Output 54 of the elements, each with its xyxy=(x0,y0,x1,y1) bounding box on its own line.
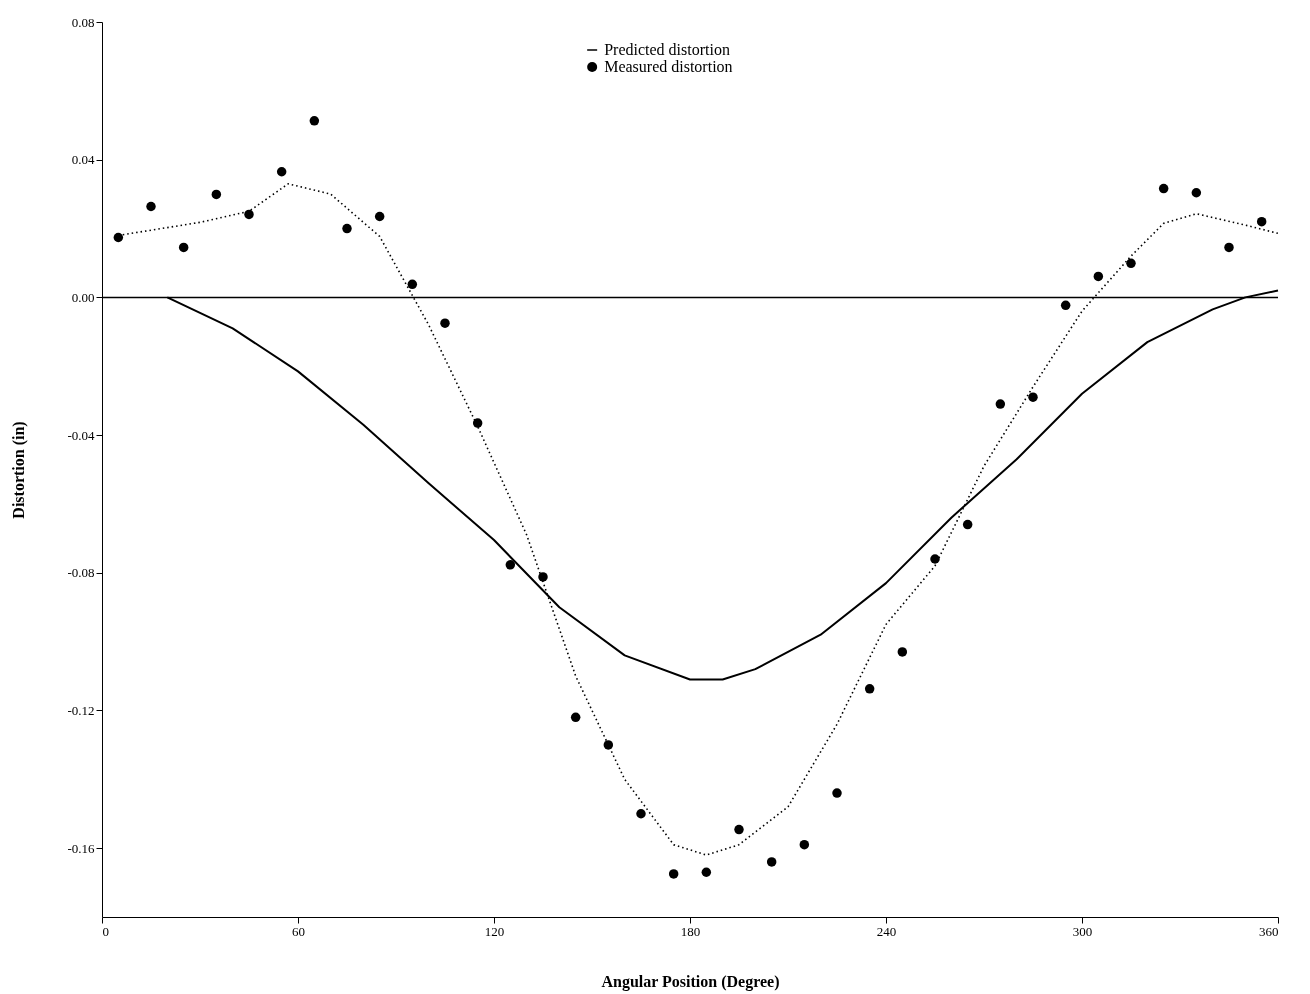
point xyxy=(1093,271,1104,282)
y-axis-title: Distortion (in) xyxy=(10,421,29,519)
y-tick-label: -0.08 xyxy=(67,565,95,581)
point xyxy=(309,116,320,126)
point xyxy=(407,279,418,290)
point xyxy=(146,201,156,212)
point xyxy=(1060,300,1071,311)
point xyxy=(799,839,810,850)
x-tick-label: 180 xyxy=(680,923,701,939)
y-tick-label: -0.12 xyxy=(67,702,95,718)
point xyxy=(440,318,450,328)
point xyxy=(1126,258,1136,269)
point xyxy=(930,554,940,564)
point xyxy=(472,418,483,428)
point xyxy=(1256,216,1267,227)
point xyxy=(897,647,908,657)
point xyxy=(1158,183,1169,194)
x-axis-title: Angular Position (Degree) xyxy=(601,972,780,991)
point xyxy=(244,209,254,220)
y-tick-label: 0.00 xyxy=(71,289,95,305)
point xyxy=(211,189,222,200)
point xyxy=(668,869,679,879)
point xyxy=(734,824,744,835)
point xyxy=(766,857,777,867)
point xyxy=(276,167,287,177)
point xyxy=(342,223,352,234)
x-tick-label: 120 xyxy=(484,923,505,939)
legend-label: Measured distortion xyxy=(604,58,733,75)
point xyxy=(505,560,516,570)
legend-label: Predicted distortion xyxy=(604,41,730,58)
x-tick-label: 60 xyxy=(292,923,305,939)
x-tick-label: 240 xyxy=(876,923,897,939)
point xyxy=(113,232,124,243)
point xyxy=(832,788,842,798)
point xyxy=(538,572,548,582)
x-tick-label: 300 xyxy=(1072,923,1093,939)
x-tick-label: 360 xyxy=(1259,923,1279,939)
point xyxy=(995,399,1006,409)
point xyxy=(1191,188,1202,198)
point xyxy=(603,740,614,750)
point xyxy=(1224,242,1234,253)
y-tick-label: 0.04 xyxy=(71,152,95,168)
point xyxy=(1028,392,1038,402)
point xyxy=(570,712,581,723)
point xyxy=(178,242,189,253)
y-tick-label: -0.04 xyxy=(67,427,95,443)
y-tick-label: -0.16 xyxy=(67,840,95,856)
y-tick-label: 0.08 xyxy=(71,14,95,30)
point xyxy=(636,809,646,819)
point xyxy=(701,867,712,877)
point xyxy=(374,211,385,222)
point xyxy=(864,684,875,694)
point xyxy=(962,519,973,530)
x-tick-label: 0 xyxy=(102,923,109,939)
